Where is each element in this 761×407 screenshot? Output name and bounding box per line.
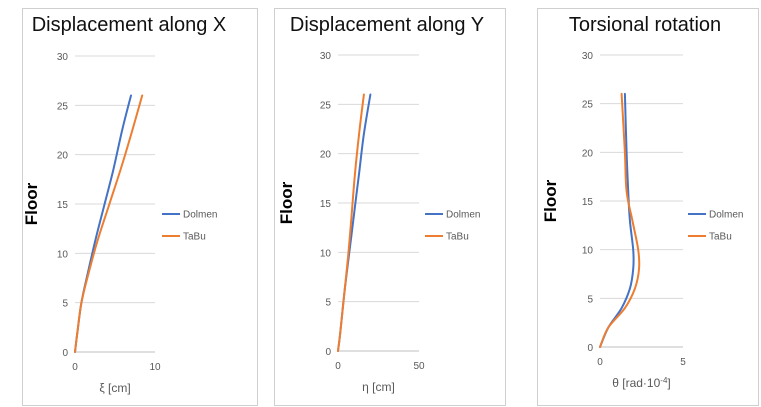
- legend-label-dolmen: Dolmen: [709, 210, 743, 221]
- y-tick-label: 25: [57, 101, 69, 112]
- series-line-tabu: [75, 96, 142, 353]
- y-tick-label: 10: [57, 249, 69, 260]
- y-tick-label: 0: [62, 348, 68, 359]
- chart-panel-y: Displacement along Y 0 5 10 15 20 25 30 0 50 η [c…: [268, 0, 506, 407]
- legend-label-tabu: TaBu: [183, 232, 206, 243]
- y-tick-label: 30: [582, 51, 594, 62]
- legend-label-dolmen: Dolmen: [183, 210, 217, 221]
- chart-panel-torsion: Torsional rotation 0 5 10 15 20 25 30 0 5 θ [rad·…: [531, 0, 759, 407]
- x-tick-label: 0: [597, 357, 603, 368]
- x-tick-label: 5: [680, 357, 686, 368]
- x-tick-label: 50: [413, 361, 425, 372]
- y-axis-label: Floor: [22, 182, 41, 225]
- y-tick-label: 10: [320, 248, 332, 259]
- y-tick-label: 20: [582, 148, 594, 159]
- y-tick-label: 30: [320, 51, 332, 62]
- x-tick-label: 0: [72, 362, 78, 373]
- y-tick-label: 30: [57, 52, 69, 63]
- legend-label-tabu: TaBu: [709, 232, 732, 243]
- series-line-tabu: [600, 94, 639, 347]
- chart-displacement-x: 0 5 10 15 20 25 30 0 10 ξ [cm] Floor Dolmen TaBu: [0, 0, 258, 407]
- y-tick-label: 0: [325, 347, 331, 358]
- x-axis-label: θ [rad·10-4]: [612, 376, 671, 391]
- y-axis-label: Floor: [277, 181, 296, 224]
- y-tick-label: 5: [62, 299, 68, 310]
- y-tick-label: 5: [325, 298, 331, 309]
- series-line-dolmen: [600, 94, 634, 347]
- y-tick-label: 20: [320, 150, 332, 161]
- x-axis-label: η [cm]: [362, 380, 395, 394]
- y-tick-label: 0: [587, 343, 593, 354]
- x-axis-label: ξ [cm]: [99, 381, 130, 395]
- legend-label-dolmen: Dolmen: [446, 210, 480, 221]
- chart-torsional-rotation: 0 5 10 15 20 25 30 0 5 θ [rad·10-4] Floor Dolmen TaB…: [531, 0, 759, 407]
- y-tick-label: 15: [320, 199, 332, 210]
- y-axis-label: Floor: [541, 179, 560, 222]
- x-tick-label: 10: [149, 362, 161, 373]
- y-tick-label: 10: [582, 246, 594, 257]
- y-tick-label: 5: [587, 294, 593, 305]
- y-tick-label: 15: [57, 200, 69, 211]
- chart-panel-x: Displacement along X 0 5 10 15 20 25 30 0 10 ξ [c…: [0, 0, 258, 407]
- y-tick-label: 20: [57, 151, 69, 162]
- legend-label-tabu: TaBu: [446, 232, 469, 243]
- y-tick-label: 15: [582, 197, 594, 208]
- chart-displacement-y: 0 5 10 15 20 25 30 0 50 η [cm] Floor Dolmen TaBu: [268, 0, 506, 407]
- y-tick-label: 25: [320, 100, 332, 111]
- series-line-tabu: [338, 95, 364, 352]
- x-tick-label: 0: [335, 361, 341, 372]
- y-tick-label: 25: [582, 100, 594, 111]
